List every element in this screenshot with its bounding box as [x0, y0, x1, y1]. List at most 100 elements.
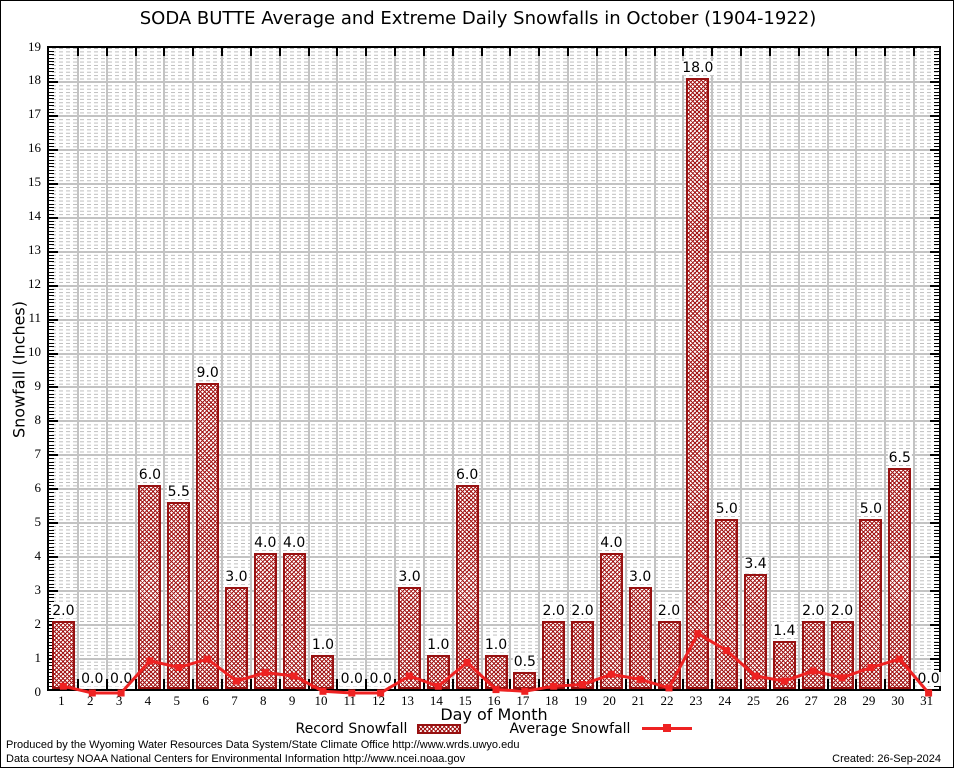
- y-tick: [49, 570, 54, 572]
- y-tick: [49, 668, 54, 670]
- y-tick: [49, 342, 54, 344]
- y-tick: [934, 315, 939, 317]
- y-tick: [49, 665, 54, 667]
- gridline-vertical: [509, 48, 512, 689]
- y-tick: [934, 268, 939, 270]
- x-tick: [624, 679, 627, 689]
- x-tick-label: 5: [173, 693, 181, 708]
- y-tick: [49, 451, 54, 453]
- y-tick: [49, 210, 54, 212]
- y-tick: [930, 284, 939, 287]
- gridline-vertical: [422, 48, 425, 689]
- gridline-vertical: [855, 48, 858, 689]
- y-tick-label: 19: [28, 38, 41, 54]
- y-tick: [930, 420, 939, 423]
- y-tick: [934, 207, 939, 209]
- x-tick-label: 1: [58, 693, 65, 708]
- y-tick: [49, 651, 54, 653]
- bar-value-label: 2.0: [541, 603, 566, 619]
- y-tick: [934, 532, 939, 534]
- y-tick: [934, 74, 939, 76]
- y-tick: [49, 196, 54, 198]
- gridline-vertical: [221, 48, 224, 689]
- x-tick: [105, 679, 108, 689]
- y-tick: [49, 118, 54, 120]
- x-tick-label: 7: [231, 693, 238, 708]
- x-tick: [538, 48, 541, 56]
- x-tick-label: 20: [602, 693, 616, 708]
- y-tick: [49, 169, 54, 171]
- record-bar-day-25: [744, 574, 768, 689]
- x-tick: [740, 48, 743, 56]
- y-tick: [49, 346, 54, 348]
- gridline-vertical: [134, 48, 137, 689]
- gridline-vertical: [826, 48, 829, 689]
- y-tick: [49, 356, 54, 358]
- y-tick: [49, 78, 54, 80]
- y-tick: [49, 366, 54, 368]
- gridline-vertical: [163, 48, 166, 689]
- y-tick: [49, 383, 54, 385]
- gridline-vertical: [682, 48, 685, 689]
- y-tick: [49, 91, 54, 93]
- y-tick: [934, 536, 939, 538]
- y-tick: [934, 583, 939, 585]
- gridline-vertical: [394, 48, 397, 689]
- y-tick: [934, 305, 939, 307]
- gridline-horizontal: [49, 216, 939, 219]
- bar-value-label: 0.0: [916, 671, 941, 687]
- y-tick: [49, 352, 58, 355]
- legend-record-label: Record Snowfall: [295, 720, 408, 737]
- y-tick: [49, 145, 54, 147]
- x-tick: [595, 48, 598, 56]
- y-tick: [934, 95, 939, 97]
- average-marker-day-20: [607, 670, 615, 678]
- average-marker-day-16: [492, 686, 500, 694]
- y-tick: [49, 278, 54, 280]
- y-tick: [930, 454, 939, 457]
- y-tick: [49, 485, 54, 487]
- x-tick: [422, 48, 425, 56]
- x-tick-label: 15: [458, 693, 472, 708]
- y-tick-label: 6: [34, 479, 42, 495]
- y-tick: [934, 563, 939, 565]
- y-tick: [49, 566, 54, 568]
- y-tick: [934, 604, 939, 606]
- y-tick: [934, 370, 939, 371]
- y-tick: [49, 407, 54, 409]
- y-tick: [934, 451, 939, 453]
- y-tick: [49, 284, 58, 287]
- y-tick: [934, 142, 939, 144]
- bar-value-label: 6.0: [137, 467, 163, 483]
- x-tick-label: 31: [920, 693, 934, 708]
- gridline-vertical: [480, 48, 483, 689]
- y-tick: [49, 488, 58, 491]
- y-tick: [49, 386, 58, 389]
- x-tick: [797, 679, 800, 689]
- y-tick: [930, 250, 939, 253]
- y-tick: [934, 526, 939, 528]
- gridline-horizontal: [49, 352, 939, 355]
- y-tick: [934, 444, 939, 446]
- bar-value-label: 18.0: [681, 60, 715, 76]
- y-tick: [934, 638, 939, 640]
- gridline-vertical: [711, 48, 714, 689]
- y-tick: [934, 169, 939, 171]
- y-tick: [934, 261, 939, 263]
- y-tick: [49, 631, 54, 633]
- x-tick: [509, 679, 512, 689]
- y-tick: [49, 621, 54, 623]
- y-tick: [49, 318, 58, 321]
- y-tick: [934, 577, 939, 579]
- y-tick: [934, 621, 939, 623]
- legend: Record Snowfall Average Snowfall: [47, 720, 941, 737]
- y-tick: [49, 400, 54, 402]
- y-tick: [934, 322, 939, 324]
- y-tick: [49, 264, 54, 266]
- y-tick: [49, 543, 54, 545]
- average-marker-day-18: [550, 682, 558, 690]
- y-tick: [49, 173, 54, 175]
- y-tick: [49, 359, 54, 361]
- x-tick: [451, 48, 454, 56]
- y-tick: [49, 332, 54, 334]
